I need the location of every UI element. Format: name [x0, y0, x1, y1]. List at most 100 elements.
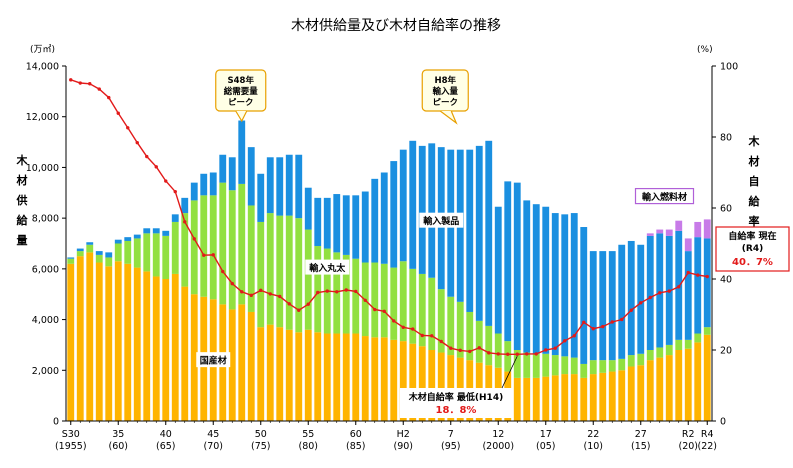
x-tick-era-label: 27	[635, 429, 647, 440]
bar-segment	[504, 341, 512, 372]
bar-segment	[257, 221, 265, 328]
bar-segment	[276, 327, 284, 421]
bar-segment	[694, 333, 702, 343]
bar-segment	[171, 221, 179, 274]
bar-segment	[209, 172, 217, 196]
bar-segment	[428, 277, 436, 350]
bar-segment	[295, 154, 303, 219]
bar-segment	[133, 238, 141, 268]
bar-segment	[152, 228, 160, 234]
bar-segment	[656, 347, 664, 358]
current-rate-value: 40．7%	[732, 257, 773, 268]
bar-segment	[456, 301, 464, 358]
bar-segment	[361, 191, 369, 263]
bar-segment	[162, 279, 170, 421]
bar-segment	[466, 149, 474, 312]
x-tick-era-label: 60	[350, 429, 362, 440]
bar-segment	[67, 263, 75, 421]
callout-text: S48年	[228, 75, 255, 86]
line-point	[705, 274, 709, 279]
bar-segment	[646, 350, 654, 361]
bar-segment	[266, 157, 274, 214]
bar-segment	[190, 200, 198, 295]
bar-segment	[200, 173, 208, 196]
bar-segment	[618, 370, 626, 421]
bar-segment	[561, 374, 569, 421]
line-point	[230, 281, 234, 286]
bar-segment	[580, 363, 588, 378]
bar-segment	[589, 374, 597, 421]
bar-segment	[675, 350, 683, 421]
bar-segment	[114, 261, 122, 421]
bar-segment	[542, 376, 550, 421]
label-box	[419, 212, 464, 228]
label-box	[196, 352, 231, 368]
bar-segment	[304, 329, 312, 421]
line-point	[154, 165, 158, 169]
bar-segment	[589, 360, 597, 375]
bar-segment	[485, 325, 493, 366]
bar-segment	[86, 244, 94, 253]
x-tick-era-label: S30	[62, 429, 80, 440]
bar-segment	[627, 355, 635, 367]
bar-segment	[304, 229, 312, 330]
bar-segment	[371, 262, 379, 338]
bar-segment	[513, 350, 521, 378]
line-point	[658, 291, 662, 295]
line-point	[591, 327, 595, 331]
y-tick-label: 4,000	[32, 315, 59, 326]
bar-segment	[133, 267, 141, 421]
bar-segment	[608, 371, 616, 421]
x-tick-era-label: 12	[492, 429, 504, 440]
current-rate-box	[715, 226, 790, 272]
bar-segment	[703, 327, 711, 335]
bar-segment	[295, 332, 303, 421]
bar-segment	[238, 304, 246, 421]
bar-segment	[437, 289, 445, 353]
current-rate-label: 自給率 現在	[728, 230, 776, 242]
bar-segment	[95, 251, 103, 255]
series-label: 輸入燃料材	[642, 191, 687, 203]
bar-segment	[181, 213, 189, 287]
line-point	[211, 253, 215, 257]
bar-segment	[162, 235, 170, 279]
line-point	[107, 95, 111, 100]
bar-segment	[361, 336, 369, 421]
line-point	[572, 334, 576, 338]
bar-segment	[665, 344, 673, 356]
bar-segment	[285, 215, 293, 330]
bar-segment	[76, 256, 84, 421]
bar-segment	[105, 257, 113, 267]
y-tick-label: 14,000	[26, 62, 59, 73]
line-point	[515, 352, 519, 356]
line-point	[477, 346, 481, 350]
x-tick-era-label: 40	[160, 429, 172, 440]
bar-segment	[333, 333, 341, 421]
bar-segment	[656, 233, 664, 348]
bar-segment	[95, 254, 103, 263]
line-point	[202, 253, 206, 257]
x-tick-year-label: (15)	[631, 441, 651, 452]
bar-segment	[399, 261, 407, 342]
bar-segment	[532, 204, 540, 354]
callout-text: ピーク	[228, 97, 254, 108]
line-point	[601, 324, 605, 329]
y2-tick-label: 40	[720, 275, 732, 286]
y-tick-label: 2,000	[32, 366, 59, 377]
line-point	[534, 352, 538, 356]
bar-segment	[570, 213, 578, 358]
bar-segment	[551, 375, 559, 421]
line-point	[278, 294, 282, 299]
line-point	[287, 302, 291, 306]
bar-segment	[247, 205, 255, 312]
bar-segment	[437, 352, 445, 421]
line-point	[116, 111, 120, 115]
y-tick-label: 8,000	[32, 214, 59, 225]
line-point	[88, 82, 92, 86]
bar-segment	[703, 219, 711, 239]
callout-text: 輸入量	[432, 86, 458, 97]
y2-tick-label: 80	[720, 133, 732, 144]
line-point	[164, 179, 168, 183]
line-point	[173, 189, 177, 194]
